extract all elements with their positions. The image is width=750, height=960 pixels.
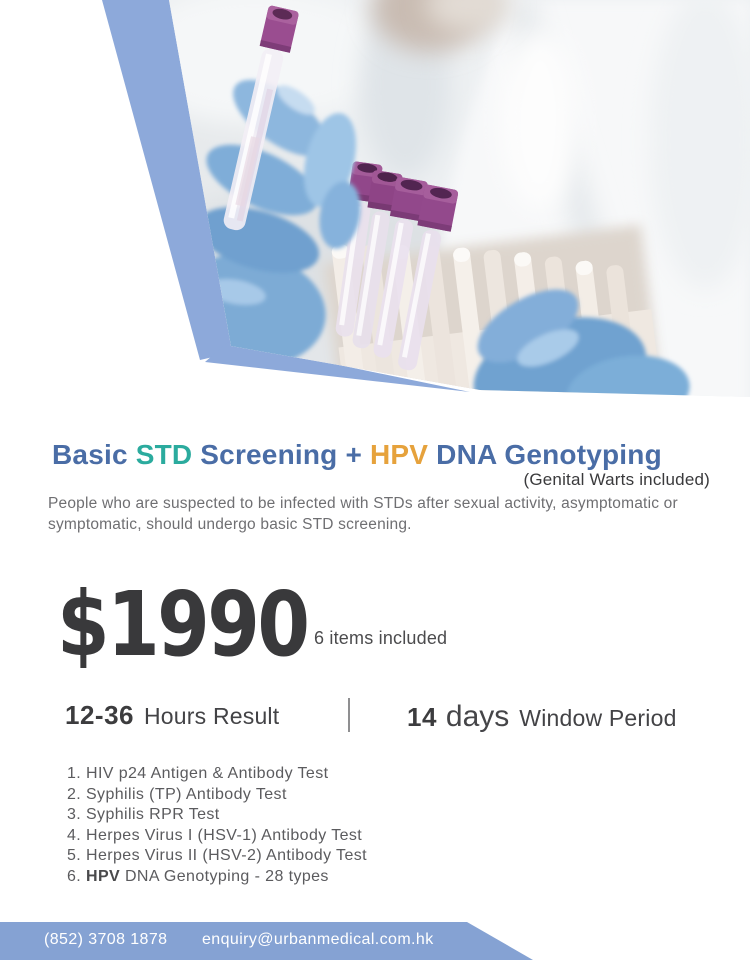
window-period-label: Window Period (519, 705, 677, 731)
footer-email[interactable]: enquiry@urbanmedical.com.hk (202, 931, 434, 948)
test-item: 2. Syphilis (TP) Antibody Test (67, 785, 287, 803)
price-amount: $1990 (57, 572, 310, 676)
right-glove (473, 289, 690, 397)
test-item: 4. Herpes Virus I (HSV-1) Antibody Test (67, 826, 363, 844)
test-item: 3. Syphilis RPR Test (67, 806, 220, 824)
stats-divider (348, 698, 350, 732)
accent-stripe (102, 0, 235, 360)
page-title: Basic STD Screening + HPV DNA Genotyping (52, 439, 732, 471)
title-subtitle: (Genital Warts included) (523, 470, 710, 489)
description-text: People who are suspected to be infected … (48, 495, 678, 533)
test-item: 5. Herpes Virus II (HSV-2) Antibody Test (67, 847, 367, 865)
title-segment: Screening + (192, 439, 370, 470)
test-item: 1. HIV p24 Antigen & Antibody Test (67, 765, 329, 782)
held-test-tube (223, 5, 299, 231)
result-time-stat: 12-36 Hours Result (65, 700, 279, 731)
price-note: 6 items included (314, 628, 448, 648)
accent-wedge (205, 342, 470, 392)
window-period-unit: days (445, 700, 510, 733)
title-segment: DNA Genotyping (428, 439, 662, 470)
title-segment: HPV (369, 439, 429, 470)
result-time-value: 12-36 (65, 700, 134, 730)
hero-photo (0, 0, 750, 430)
test-list: 1. HIV p24 Antigen & Antibody Test 2. Syp… (67, 764, 367, 888)
lab-photo (169, 0, 750, 397)
window-period-stat: 14 days Window Period (407, 700, 677, 734)
window-period-value: 14 (407, 702, 437, 732)
title-segment: STD (135, 439, 193, 470)
result-time-label: Hours Result (144, 703, 280, 729)
lab-photo-illustration (102, 0, 750, 397)
footer-band: (852) 3708 1878 enquiry@urbanmedical.com… (0, 922, 533, 960)
test-item: 6. HPV DNA Genotyping - 28 types (67, 867, 329, 885)
capped-tubes (335, 161, 459, 371)
title-segment: Basic (52, 439, 136, 470)
footer-phone[interactable]: (852) 3708 1878 (44, 931, 168, 948)
